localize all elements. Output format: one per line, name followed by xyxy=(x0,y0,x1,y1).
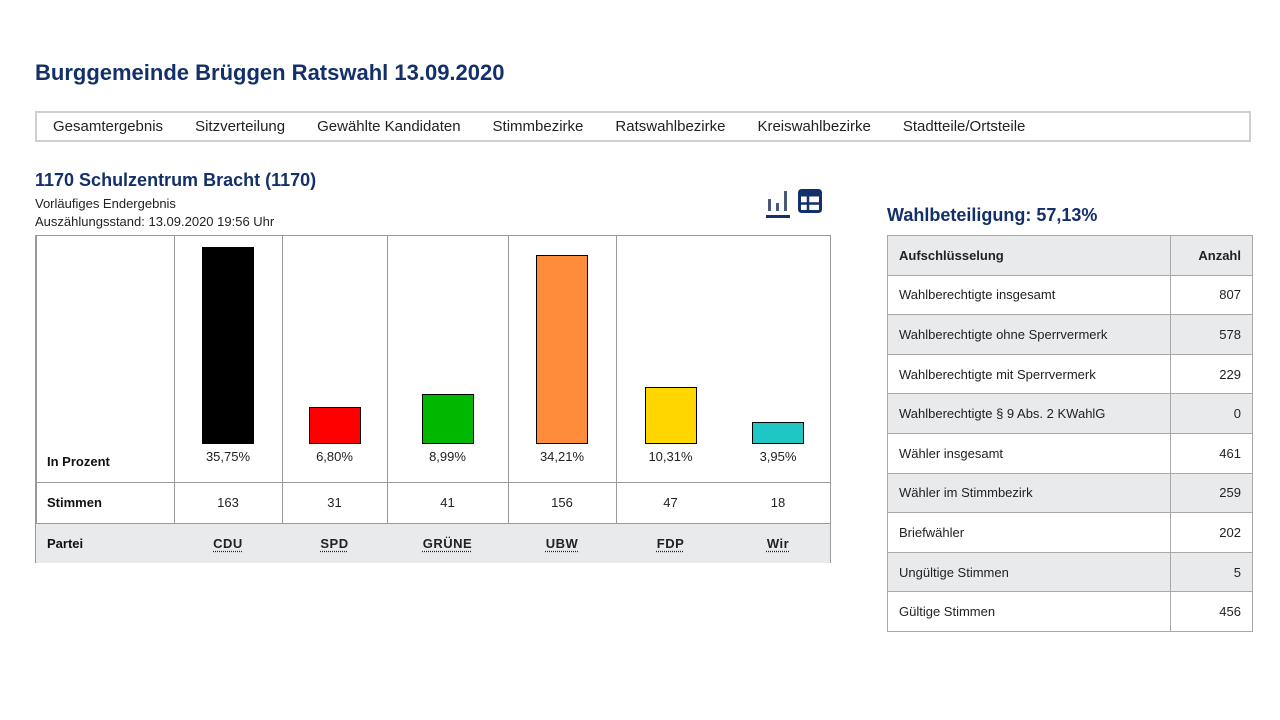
row-divider xyxy=(36,482,830,483)
turnout-row-value: 259 xyxy=(1170,472,1253,514)
turnout-row-label: Wähler insgesamt xyxy=(887,432,1171,474)
turnout-table: Aufschlüsselung Anzahl Wahlberechtigte i… xyxy=(887,235,1253,632)
percent-label: 35,75% xyxy=(205,449,251,464)
bar-grüne xyxy=(421,394,474,444)
percent-label: 6,80% xyxy=(316,449,353,464)
bar-ubw xyxy=(536,255,588,444)
turnout-row-label: Ungültige Stimmen xyxy=(887,551,1171,593)
votes-value: 31 xyxy=(327,495,342,510)
turnout-row-label: Wahlberechtigte § 9 Abs. 2 KWahlG xyxy=(887,393,1171,434)
party-row-background xyxy=(36,523,830,563)
party-link-wir[interactable]: Wir xyxy=(766,536,790,551)
nav-item-gesamtergebnis[interactable]: Gesamtergebnis xyxy=(53,118,164,135)
turnout-row-value: 578 xyxy=(1170,314,1253,355)
votes-value: 47 xyxy=(663,495,678,510)
turnout-row-value: 0 xyxy=(1170,393,1253,434)
turnout-row-label: Briefwähler xyxy=(887,512,1171,553)
turnout-row: Ungültige Stimmen 5 xyxy=(887,551,1253,593)
nav-item-kreiswahlbezirke[interactable]: Kreiswahlbezirke xyxy=(757,118,871,135)
turnout-header-breakdown: Aufschlüsselung xyxy=(887,235,1171,276)
turnout-row-label: Gültige Stimmen xyxy=(887,591,1171,632)
party-column xyxy=(616,236,725,562)
turnout-row-value: 461 xyxy=(1170,432,1253,474)
turnout-row-value: 807 xyxy=(1170,274,1253,316)
percent-label: 8,99% xyxy=(429,449,466,464)
party-column xyxy=(387,236,508,562)
label-column xyxy=(36,236,174,562)
turnout-row: Wähler insgesamt 461 xyxy=(887,432,1253,474)
table-icon[interactable] xyxy=(798,189,822,213)
turnout-header-count: Anzahl xyxy=(1170,235,1253,276)
turnout-header-row: Aufschlüsselung Anzahl xyxy=(887,235,1253,276)
nav-item-stadtteile-ortsteile[interactable]: Stadtteile/Ortsteile xyxy=(902,118,1026,135)
party-column xyxy=(508,236,616,562)
bar-cdu xyxy=(202,247,254,444)
row-divider xyxy=(36,523,830,524)
turnout-row: Briefwähler 202 xyxy=(887,512,1253,553)
party-link-ubw[interactable]: UBW xyxy=(545,536,579,551)
bar-chart-icon[interactable] xyxy=(766,189,790,219)
bar-spd xyxy=(308,407,361,444)
turnout-row-label: Wahlberechtigte ohne Sperrvermerk xyxy=(887,314,1171,355)
turnout-row-value: 5 xyxy=(1170,551,1253,593)
turnout-row: Wahlberechtigte § 9 Abs. 2 KWahlG 0 xyxy=(887,393,1253,434)
party-column xyxy=(725,236,831,562)
nav-item-gewaehlte-kandidaten[interactable]: Gewählte Kandidaten xyxy=(317,118,461,135)
votes-value: 41 xyxy=(440,495,455,510)
turnout-row-label: Wahlberechtigte insgesamt xyxy=(887,274,1171,316)
turnout-row-label: Wahlberechtigte mit Sperrvermerk xyxy=(887,353,1171,395)
page-title: Burggemeinde Brüggen Ratswahl 13.09.2020 xyxy=(35,60,505,85)
turnout-row: Wähler im Stimmbezirk 259 xyxy=(887,472,1253,514)
bar-wir xyxy=(752,422,804,444)
turnout-row: Wahlberechtigte ohne Sperrvermerk 578 xyxy=(887,314,1253,355)
row-label-party: Partei xyxy=(47,536,84,551)
party-link-spd[interactable]: SPD xyxy=(320,536,349,551)
bar-fdp xyxy=(644,387,697,444)
turnout-title: Wahlbeteiligung: 57,13% xyxy=(887,205,1098,225)
percent-label: 3,95% xyxy=(759,449,797,464)
nav-item-sitzverteilung[interactable]: Sitzverteilung xyxy=(195,118,286,135)
turnout-row-value: 456 xyxy=(1170,591,1253,632)
results-chart-table: In Prozent Stimmen Partei 35,75% 163 CDU 6,… xyxy=(35,235,831,563)
district-title: 1170 Schulzentrum Bracht (1170) xyxy=(35,170,317,190)
party-link-grüne[interactable]: GRÜNE xyxy=(422,536,473,551)
party-column xyxy=(282,236,387,562)
party-column xyxy=(174,236,282,562)
percent-label: 10,31% xyxy=(648,449,693,464)
turnout-row: Wahlberechtigte mit Sperrvermerk 229 xyxy=(887,353,1253,395)
row-label-percent: In Prozent xyxy=(47,454,110,469)
votes-value: 156 xyxy=(551,495,573,510)
turnout-row: Gültige Stimmen 456 xyxy=(887,591,1253,632)
percent-label: 34,21% xyxy=(539,449,585,464)
party-link-cdu[interactable]: CDU xyxy=(213,536,243,551)
turnout-row: Wahlberechtigte insgesamt 807 xyxy=(887,274,1253,316)
nav-item-ratswahlbezirke[interactable]: Ratswahlbezirke xyxy=(615,118,726,135)
count-status: Auszählungsstand: 13.09.2020 19:56 Uhr xyxy=(35,214,275,229)
row-label-votes: Stimmen xyxy=(47,495,102,510)
turnout-row-value: 202 xyxy=(1170,512,1253,553)
result-status: Vorläufiges Endergebnis xyxy=(35,196,176,211)
votes-value: 18 xyxy=(770,495,786,510)
turnout-row-value: 229 xyxy=(1170,353,1253,395)
turnout-row-label: Wähler im Stimmbezirk xyxy=(887,472,1171,514)
main-navigation: Gesamtergebnis Sitzverteilung Gewählte K… xyxy=(35,111,1251,142)
nav-item-stimmbezirke[interactable]: Stimmbezirke xyxy=(492,118,584,135)
votes-value: 163 xyxy=(217,495,239,510)
party-link-fdp[interactable]: FDP xyxy=(656,536,685,551)
